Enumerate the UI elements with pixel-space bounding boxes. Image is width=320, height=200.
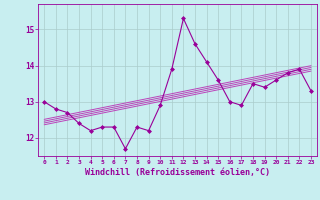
X-axis label: Windchill (Refroidissement éolien,°C): Windchill (Refroidissement éolien,°C) <box>85 168 270 177</box>
